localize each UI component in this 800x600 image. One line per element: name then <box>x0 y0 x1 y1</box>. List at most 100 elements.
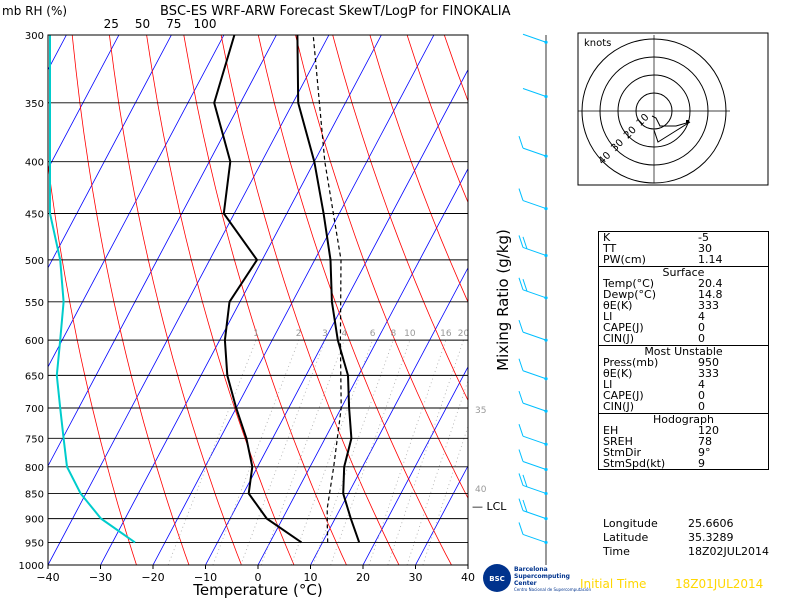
mixing-ratio-line <box>167 339 257 565</box>
mixing-ratio-label: 1 <box>253 329 259 339</box>
unstable-value: 0 <box>698 389 705 402</box>
initial-time-label: Initial Time <box>580 577 646 591</box>
hodo-stat-key: SREH <box>603 435 633 448</box>
hodograph-units: knots <box>584 38 611 49</box>
wind-barb-staff <box>522 461 547 470</box>
surface-key: θE(K) <box>603 299 633 312</box>
wind-barbs <box>518 33 548 565</box>
rh-line <box>49 35 136 544</box>
hodo-stat-row: SREH 78 <box>599 436 768 447</box>
mixing-ratio-line <box>240 339 326 565</box>
unstable-row: CIN(J) 0 <box>599 401 768 412</box>
y-axis-label: Mixing Ratio (g/kg) <box>494 229 512 371</box>
y-tick-label: 350 <box>25 99 44 110</box>
dewpoint-line <box>213 35 303 544</box>
svg-text:Supercomputing: Supercomputing <box>514 573 570 580</box>
surface-row: Temp(°C) 20.4 <box>599 278 768 289</box>
wind-barb-feather <box>522 474 528 488</box>
y-tick-label: 950 <box>25 538 44 549</box>
surface-key: Temp(°C) <box>603 277 655 290</box>
surface-value: 0 <box>698 321 705 334</box>
header-left: mb RH (%) <box>2 4 67 18</box>
unstable-key: θE(K) <box>603 367 633 380</box>
rh-tick-label: 25 <box>104 17 119 31</box>
axes: 3540300350400450500550600650700750800850… <box>19 17 487 584</box>
wind-barb-feather <box>518 449 524 462</box>
mixing-ratio-label: 8 <box>390 329 396 339</box>
hodo-stat-key: StmDir <box>603 446 642 459</box>
wind-barb-staff <box>522 147 547 157</box>
wind-barb-feather <box>518 135 524 149</box>
surface-row: Dewp(°C) 14.8 <box>599 289 768 300</box>
parcel-line <box>312 35 342 543</box>
x-tick-label: 40 <box>461 571 475 584</box>
isotherm-line <box>100 35 382 565</box>
wind-barb-feather <box>522 499 528 513</box>
y-tick-label: 800 <box>25 463 44 474</box>
surface-value: 4 <box>698 310 705 323</box>
wind-barb-staff <box>522 533 547 543</box>
x-tick-label: −20 <box>141 571 164 584</box>
isotherm-line <box>48 35 277 467</box>
isotherm-line <box>0 35 14 565</box>
unstable-key: LI <box>603 378 613 391</box>
svg-text:Barcelona: Barcelona <box>514 566 548 573</box>
unstable-key: CIN(J) <box>603 400 634 413</box>
wind-barb-staff <box>522 435 547 445</box>
x-tick-label: 30 <box>409 571 423 584</box>
wind-barb-staff <box>522 331 547 341</box>
hodo-stat-row: EH 120 <box>599 425 768 436</box>
isotherm-line <box>205 68 468 565</box>
mixing-ratio-label: 3 <box>322 329 328 339</box>
y-tick-label: 1000 <box>19 561 44 572</box>
y-tick-label: 750 <box>25 434 44 445</box>
wind-barb-feather <box>518 390 524 404</box>
x-tick-label: 10 <box>304 571 318 584</box>
initial-time-value: 18Z01JUL2014 <box>675 577 763 591</box>
unstable-row: θE(K) 333 <box>599 368 768 379</box>
chart-title: BSC-ES WRF-ARW Forecast SkewT/LogP for F… <box>160 4 511 19</box>
mixing-ratio-label: 4 <box>341 329 347 339</box>
dry-adiabat-line <box>779 35 800 565</box>
isotherm-line <box>310 266 468 565</box>
isotherm-line <box>362 366 468 565</box>
temperature-line <box>296 35 361 543</box>
rh-tick-label: 75 <box>166 17 181 31</box>
surface-row: θE(K) 333 <box>599 300 768 311</box>
longitude-label: Longitude <box>603 517 658 530</box>
hodograph-frame <box>577 32 769 186</box>
y-tick-label: 900 <box>25 515 44 526</box>
svg-text:BSC: BSC <box>489 575 505 583</box>
x-axis-label: Temperature (°C) <box>192 581 322 599</box>
wind-barb-staff <box>522 402 547 412</box>
dry-adiabat-line <box>406 35 468 204</box>
mixing-ratio-label: 25 <box>476 329 487 339</box>
index-key: PW(cm) <box>603 253 646 266</box>
y-tick-label: 500 <box>25 256 44 267</box>
wind-barb-feather <box>518 473 524 486</box>
storm-motion-marker <box>686 120 689 123</box>
dry-adiabat-line <box>183 35 347 565</box>
isotherm-line <box>415 465 468 565</box>
hodograph-heading: Hodograph <box>599 413 768 425</box>
hodo-stat-row: StmSpd(kt) 9 <box>599 458 768 469</box>
wind-barb-feather <box>518 277 524 290</box>
surface-row: LI 4 <box>599 311 768 322</box>
surface-value: 0 <box>698 332 705 345</box>
index-value: 1.14 <box>698 253 723 266</box>
index-row: K -5 <box>599 232 768 243</box>
isotherm-line <box>48 35 120 170</box>
mixing-ratio-label: 16 <box>440 329 452 339</box>
unstable-value: 0 <box>698 400 705 413</box>
y-tick-label: 300 <box>25 31 44 42</box>
surface-row: CAPE(J) 0 <box>599 322 768 333</box>
mixing-ratio-line <box>406 379 468 565</box>
hodo-stat-key: EH <box>603 424 619 437</box>
unstable-row: CAPE(J) 0 <box>599 390 768 401</box>
surface-value: 333 <box>698 299 719 312</box>
surface-key: LI <box>603 310 613 323</box>
theta-label: 40 <box>475 485 487 495</box>
y-tick-label: 400 <box>25 158 44 169</box>
